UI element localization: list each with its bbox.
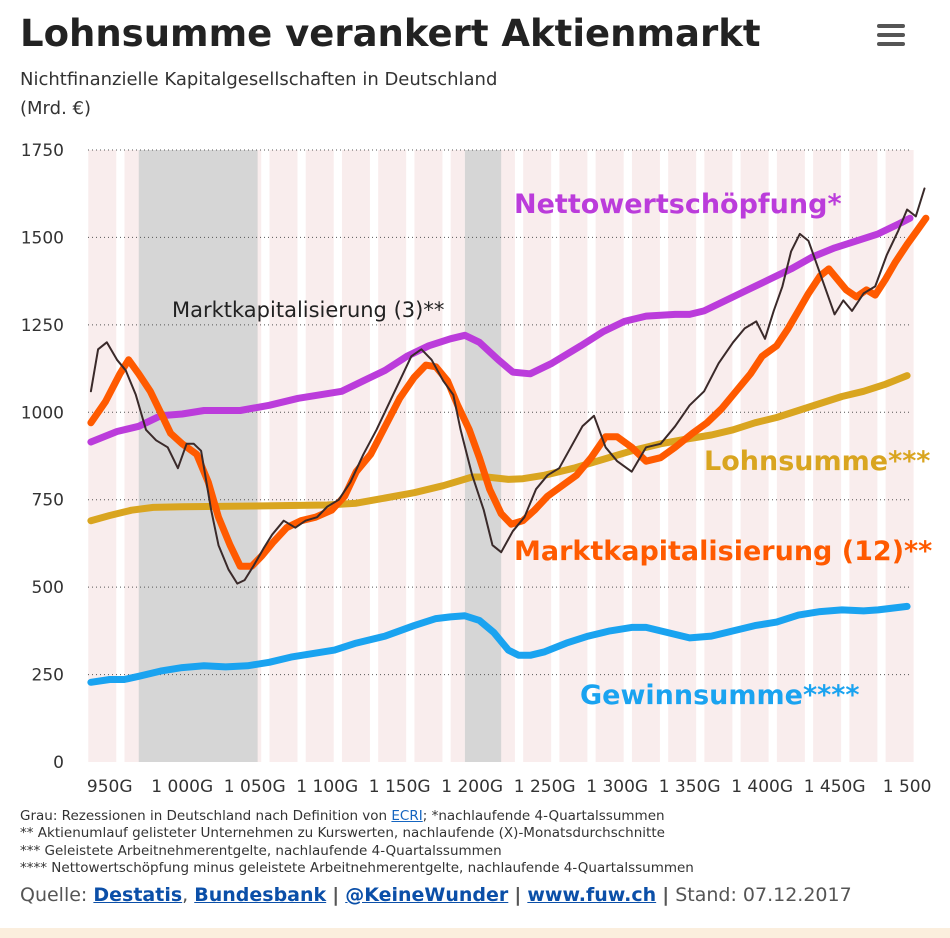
background-column-17 xyxy=(704,150,733,762)
y-tick-250: 250 xyxy=(32,666,64,686)
background-column-16 xyxy=(668,150,697,762)
x-tick-1: 1 000G xyxy=(151,777,213,797)
series-lines xyxy=(87,187,930,686)
label-gewinnsumme: Gewinnsumme**** xyxy=(580,680,859,711)
chart-subtitle: Nichtfinanzielle Kapitalgesellschaften i… xyxy=(20,69,498,90)
y-tick-0: 0 xyxy=(53,753,64,773)
background-column-8 xyxy=(378,150,407,762)
source-line: Quelle: Destatis, Bundesbank | @KeineWun… xyxy=(20,884,852,906)
series-line-3 xyxy=(87,214,930,570)
x-tick-0: 950G xyxy=(87,777,133,797)
background-column-5 xyxy=(269,150,298,762)
background-column-9 xyxy=(414,150,443,762)
background-column-6 xyxy=(305,150,334,762)
label-marktkap-3: Marktkapitalisierung (3)** xyxy=(172,298,444,322)
note-line-4: **** Nettowertschöpfung minus geleistete… xyxy=(20,860,694,876)
recession-bands xyxy=(138,150,502,762)
bundesbank-link[interactable]: Bundesbank xyxy=(194,884,327,906)
ecri-link[interactable]: ECRI xyxy=(391,808,423,824)
y-tick-1500: 1500 xyxy=(21,228,64,248)
x-tick-5: 1 200G xyxy=(441,777,503,797)
series-labels: Nettowertschöpfung* Lohnsumme*** Marktka… xyxy=(172,189,932,711)
x-tick-7: 1 300G xyxy=(586,777,648,797)
series-line-1 xyxy=(87,372,911,525)
x-tick-10: 1 450G xyxy=(804,777,866,797)
note-line-2: ** Aktienumlauf gelisteter Unternehmen z… xyxy=(20,825,665,841)
series-line-4 xyxy=(89,187,926,585)
bottom-bar xyxy=(0,928,950,938)
background-column-18 xyxy=(740,150,769,762)
keinewunder-link[interactable]: @KeineWunder xyxy=(345,884,509,906)
background-column-13 xyxy=(559,150,588,762)
unit-label: (Mrd. €) xyxy=(20,98,91,119)
note-line-3: *** Geleistete Arbeitnehmerentgelte, nac… xyxy=(20,843,502,859)
background-column-21 xyxy=(849,150,878,762)
label-marktkap-12: Marktkapitalisierung (12)** xyxy=(514,536,932,567)
y-tick-1250: 1250 xyxy=(21,316,64,336)
destatis-link[interactable]: Destatis xyxy=(93,884,183,906)
hamburger-menu-icon[interactable] xyxy=(877,24,905,46)
series-line-0 xyxy=(87,214,914,446)
x-tick-6: 1 250G xyxy=(514,777,576,797)
note-line-1: Grau: Rezessionen in Deutschland nach De… xyxy=(20,808,665,824)
background-column-0 xyxy=(88,150,117,762)
y-tick-750: 750 xyxy=(32,491,64,511)
series-line-2 xyxy=(87,602,911,686)
recession-band-1 xyxy=(464,150,502,762)
line-chart: 0 250 500 750 1000 1250 1500 1750 950G 1 000G 1 0… xyxy=(21,141,933,797)
label-lohnsumme: Lohnsumme*** xyxy=(704,446,930,477)
x-tick-8: 1 350G xyxy=(659,777,721,797)
fuw-link[interactable]: www.fuw.ch xyxy=(527,884,657,906)
x-tick-9: 1 400G xyxy=(731,777,793,797)
label-nettowertschoepfung: Nettowertschöpfung* xyxy=(514,189,842,220)
x-tick-11: 1 500 xyxy=(883,777,932,797)
y-tick-500: 500 xyxy=(32,578,64,598)
x-axis-ticks: 950G 1 000G 1 050G 1 100G 1 150G 1 200G 1 250G… xyxy=(87,777,932,797)
y-tick-1000: 1000 xyxy=(21,403,64,423)
x-tick-3: 1 100G xyxy=(296,777,358,797)
x-tick-2: 1 050G xyxy=(224,777,286,797)
background-column-12 xyxy=(523,150,552,762)
chart-title: Lohnsumme verankert Aktienmarkt xyxy=(20,12,761,55)
y-axis-ticks: 0 250 500 750 1000 1250 1500 1750 xyxy=(21,141,64,773)
x-tick-4: 1 150G xyxy=(369,777,431,797)
y-tick-1750: 1750 xyxy=(21,141,64,161)
